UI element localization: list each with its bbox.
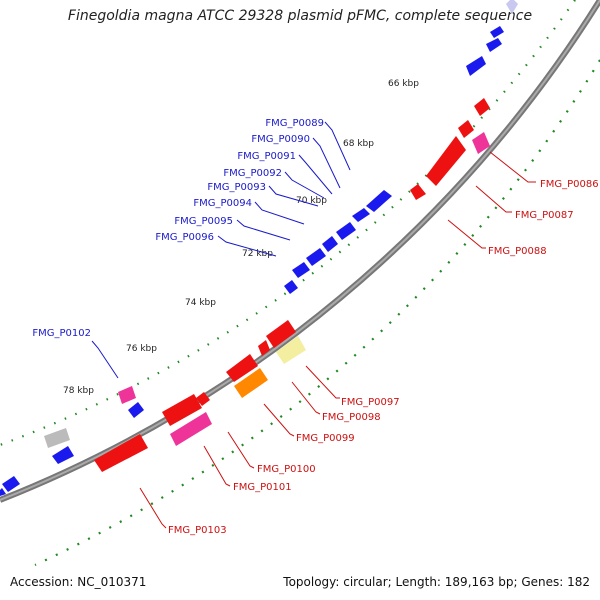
gene-label[interactable]: FMG_P0102: [32, 328, 91, 339]
leader-line: [268, 185, 319, 207]
gene-box[interactable]: [276, 336, 306, 364]
gene-arrow[interactable]: [336, 222, 356, 240]
gene-label[interactable]: FMG_P0087: [515, 210, 574, 221]
leader-line: [139, 487, 167, 529]
leader-line: [475, 185, 512, 213]
leader-line: [263, 403, 295, 437]
gene-label[interactable]: FMG_P0090: [251, 134, 310, 145]
gene-label[interactable]: FMG_P0098: [322, 412, 381, 423]
leader-line: [91, 340, 119, 379]
gene-label[interactable]: FMG_P0089: [265, 118, 324, 129]
gene-arrow[interactable]: [52, 446, 74, 464]
scale-label: 76 kbp: [126, 344, 157, 354]
gene-arrow[interactable]: [466, 56, 486, 76]
gene-box[interactable]: [472, 132, 490, 154]
reverse-genes: [94, 98, 490, 472]
accession-text: Accession: NC_010371: [10, 575, 147, 589]
scale-label: 72 kbp: [242, 249, 273, 259]
scale-label: 74 kbp: [185, 298, 216, 308]
backbone-highlight: [0, 0, 600, 501]
gene-arrow[interactable]: [162, 394, 202, 426]
forward-leaders: [91, 121, 351, 379]
gene-arrow[interactable]: [284, 280, 298, 294]
gene-label[interactable]: FMG_P0091: [237, 151, 296, 162]
gene-arrow[interactable]: [352, 208, 370, 222]
gene-label[interactable]: FMG_P0099: [296, 433, 355, 444]
scale-label: 70 kbp: [296, 196, 327, 206]
other-forward-genes: [44, 386, 136, 448]
gene-box[interactable]: [118, 386, 136, 404]
scale-label: 78 kbp: [63, 386, 94, 396]
outer-tick-ring: [0, 0, 576, 447]
gene-label[interactable]: FMG_P0096: [155, 232, 214, 243]
gene-arrow[interactable]: [94, 434, 148, 472]
map-title: Finegoldia magna ATCC 29328 plasmid pFMC…: [67, 8, 533, 24]
gene-arrow[interactable]: [0, 488, 6, 496]
gene-box[interactable]: [234, 368, 268, 398]
leader-line: [305, 365, 340, 399]
gene-arrow[interactable]: [506, 0, 518, 14]
gene-arrow[interactable]: [366, 190, 392, 212]
forward-labels: FMG_P0089 FMG_P0090 FMG_P0091 FMG_P0092 …: [32, 118, 324, 339]
gene-label[interactable]: FMG_P0095: [174, 216, 233, 227]
gene-arrow[interactable]: [226, 354, 258, 382]
gene-arrow[interactable]: [486, 38, 502, 52]
gene-label[interactable]: FMG_P0101: [233, 482, 292, 493]
reverse-labels: FMG_P0086 FMG_P0087 FMG_P0088 FMG_P0097 …: [168, 179, 599, 536]
scale-label: 66 kbp: [388, 79, 419, 89]
gene-arrow[interactable]: [266, 320, 296, 348]
gene-label[interactable]: FMG_P0086: [540, 179, 599, 190]
leader-line: [291, 381, 321, 415]
leader-line: [298, 154, 333, 195]
forward-genes: [0, 0, 518, 496]
gene-label[interactable]: FMG_P0094: [193, 198, 252, 209]
leader-line: [312, 137, 341, 189]
gene-label[interactable]: FMG_P0093: [207, 182, 266, 193]
gene-arrow[interactable]: [490, 26, 504, 38]
leader-line: [203, 445, 231, 487]
gene-arrow[interactable]: [306, 248, 326, 266]
gene-box[interactable]: [170, 412, 212, 446]
leader-line: [324, 121, 351, 171]
leader-line: [489, 151, 536, 183]
gene-arrow[interactable]: [2, 476, 20, 492]
scale-labels: 66 kbp 68 kbp 70 kbp 72 kbp 74 kbp 76 kb…: [63, 79, 419, 396]
gene-label[interactable]: FMG_P0103: [168, 525, 227, 536]
gene-arrow[interactable]: [474, 98, 490, 116]
leader-line: [254, 201, 305, 225]
leader-line: [217, 235, 277, 257]
gene-arrow[interactable]: [292, 262, 310, 278]
other-reverse-genes: [170, 132, 490, 446]
genome-summary-text: Topology: circular; Length: 189,163 bp; …: [283, 575, 590, 589]
gene-label[interactable]: FMG_P0100: [257, 464, 316, 475]
inner-tick-ring: [34, 59, 600, 566]
scale-label: 68 kbp: [343, 139, 374, 149]
leader-line: [447, 219, 486, 249]
leader-line: [227, 431, 255, 469]
gene-arrow[interactable]: [196, 392, 210, 406]
leader-line: [236, 219, 291, 241]
gene-arrow[interactable]: [322, 236, 338, 252]
reverse-leaders: [139, 151, 536, 529]
gene-arrow[interactable]: [410, 184, 426, 200]
leader-line: [284, 171, 325, 199]
gene-arrow[interactable]: [128, 402, 144, 418]
gene-label[interactable]: FMG_P0092: [223, 168, 282, 179]
gene-arrow[interactable]: [426, 136, 466, 186]
gene-arrow[interactable]: [258, 340, 270, 356]
gene-label[interactable]: FMG_P0097: [341, 397, 400, 408]
gene-label[interactable]: FMG_P0088: [488, 246, 547, 257]
gene-arrow[interactable]: [458, 120, 474, 138]
gene-box[interactable]: [44, 428, 70, 448]
